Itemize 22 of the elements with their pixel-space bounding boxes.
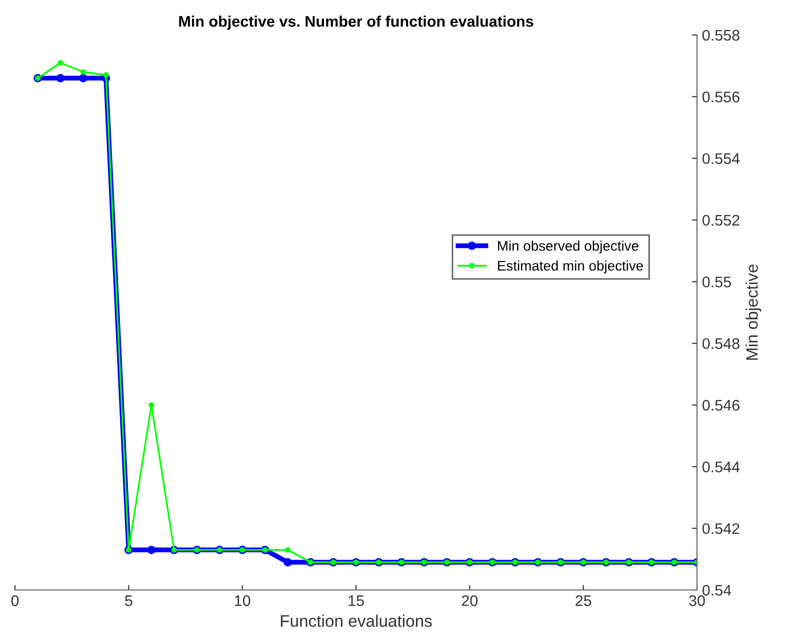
y-tick-label: 0.542 bbox=[702, 523, 740, 534]
legend-label: Estimated min objective bbox=[498, 260, 643, 274]
x-tick-label: 30 bbox=[689, 595, 705, 606]
y-tick-label: 0.544 bbox=[702, 462, 740, 472]
legend-label: Min observed objective bbox=[498, 240, 638, 254]
y-tick-label: 0.552 bbox=[702, 214, 740, 226]
y-tick-label: 0.54 bbox=[702, 584, 732, 596]
x-tick-label: 0 bbox=[11, 595, 19, 606]
x-tick-label: 5 bbox=[125, 595, 132, 606]
x-tick-label: 25 bbox=[576, 595, 592, 606]
y-tick-label: 0.548 bbox=[702, 338, 740, 350]
y-tick-label: 0.55 bbox=[702, 276, 731, 288]
y-tick-label: 0.546 bbox=[702, 400, 740, 411]
chart-title: Min objective vs. Number of function evaluations bbox=[179, 16, 534, 30]
y-tick-label: 0.558 bbox=[702, 30, 740, 41]
x-tick-label: 20 bbox=[462, 595, 478, 606]
y-axis-title: Min objective bbox=[746, 264, 762, 360]
x-axis-title: Function evaluations bbox=[280, 614, 432, 627]
y-tick-label: 0.554 bbox=[702, 153, 740, 164]
x-tick-label: 10 bbox=[235, 595, 250, 606]
y-tick-label: 0.556 bbox=[702, 92, 740, 102]
x-tick-label: 15 bbox=[348, 595, 364, 606]
